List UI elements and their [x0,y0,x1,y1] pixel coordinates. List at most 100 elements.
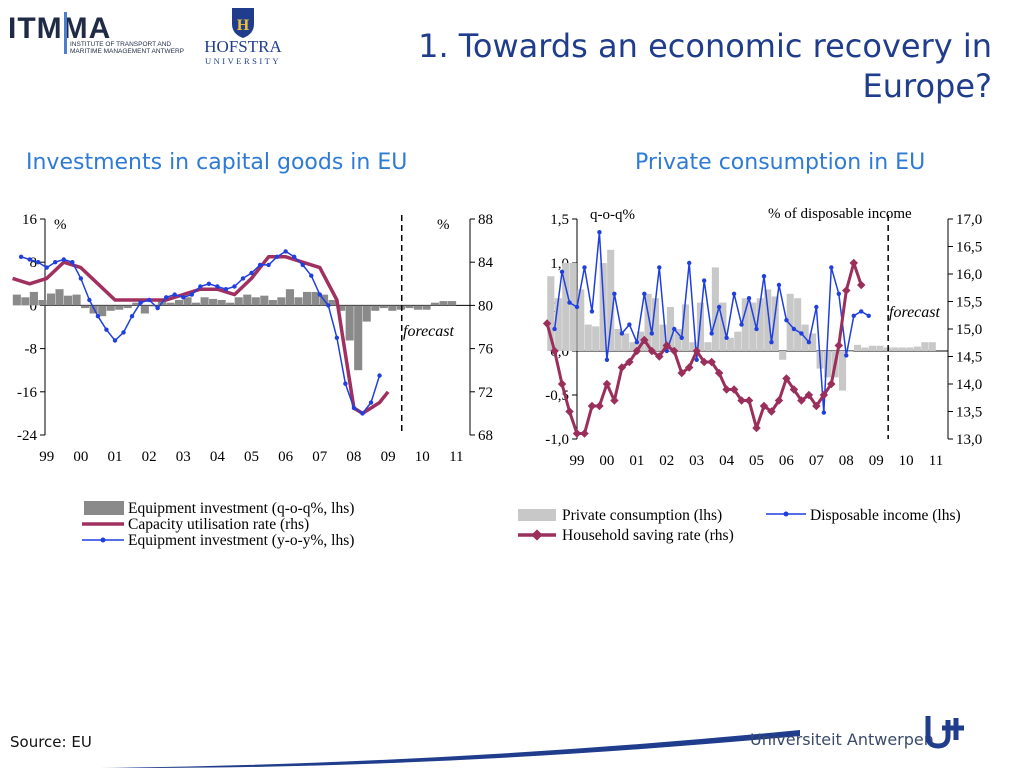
right-axis-tick-label: 76 [478,342,494,358]
x-axis-tick-label: 09 [381,449,396,465]
private-consumption-chart: 1,51,00,50,0-0,5-1,017,016,516,015,515,0… [518,206,982,544]
series-point [326,303,331,308]
x-axis-tick-label: 03 [689,453,704,469]
legend-marker-equipment-yoy [100,537,106,543]
bar [328,300,337,306]
right-axis-tick-label: 68 [478,428,493,444]
bar [226,302,235,306]
series-point [724,335,729,340]
legend-marker-saving-rate [531,529,543,541]
right-axis-tick-label: 17,0 [956,212,982,228]
right-axis-tick-label: 16,5 [956,240,982,256]
series-point [53,260,58,265]
bar [554,298,562,351]
bar [354,305,363,371]
series-point [836,291,841,296]
series-point [572,429,582,438]
series-point [655,352,664,361]
forecast-annotation: forecast [403,323,455,340]
series-point [834,341,844,350]
hofstra-name: HOFSTRA [204,37,282,56]
x-axis-tick-label: 05 [749,453,764,469]
series-point [647,346,657,356]
series-point [61,257,66,262]
series-point [232,284,237,289]
bar [268,300,277,306]
series-point [552,326,557,332]
bar [629,342,637,351]
bar [651,298,660,351]
hofstra-shield-icon [232,8,254,38]
itmma-accent-bar [64,12,67,54]
series-point [797,396,806,405]
bar [726,337,734,351]
series-point [759,401,769,411]
series-line [12,255,390,416]
series-point [642,291,647,296]
bar [422,305,431,310]
left-axis-tick-label: 8 [30,255,38,271]
left-axis-unit-label: % [54,217,67,233]
x-axis-tick-label: 08 [839,453,854,469]
right-axis-tick-label: 16,0 [956,267,982,283]
bar [396,305,405,310]
series-point [18,254,24,259]
series-point [729,385,739,394]
bar [260,295,269,306]
bar [448,301,457,306]
series-point [595,401,604,411]
bar [285,289,294,306]
bar [149,305,158,307]
x-axis-tick-label: 08 [346,449,361,465]
x-axis-tick-label: 06 [278,449,294,465]
series-point [215,284,220,289]
series-point [662,341,672,350]
bar [846,351,854,352]
series-point [851,313,856,318]
series-point [95,314,101,319]
source-note: Source: EU [10,733,92,751]
series-point [334,335,340,340]
x-axis-tick-label: 10 [899,453,914,469]
bar [771,296,779,351]
series-point [612,291,617,296]
left-axis-unit-label: q-o-q% [590,207,635,223]
series-point [752,423,761,433]
x-axis-tick-label: 11 [929,453,943,469]
bar [584,324,592,351]
series-point [769,340,774,345]
series-point [789,385,799,394]
left-axis-tick-label: -8 [25,342,38,358]
itmma-logo-subtitle-2: MARITIME MANAGEMENT ANTWERP [70,48,184,55]
series-point [604,357,610,362]
bar [98,305,107,317]
left-axis-tick-label: -16 [17,385,37,401]
series-point [767,407,776,416]
bar [209,298,218,306]
bar [12,294,21,306]
series-point [684,363,694,372]
bar [200,297,209,306]
series-point [819,390,829,400]
right-axis-tick-label: 13,5 [956,405,982,421]
series-point [859,309,864,314]
series-point [35,260,41,265]
bar [741,298,749,351]
bar [379,305,388,309]
series-point [672,326,677,332]
series-point [249,270,254,276]
bar [876,345,884,351]
series-point [686,260,692,266]
x-axis-tick-label: 02 [142,449,157,465]
bar [294,297,303,306]
x-axis-tick-label: 07 [809,453,825,469]
right-axis-unit-label: % of disposable income [768,206,912,222]
bar [891,347,899,351]
series-point [814,304,819,310]
x-axis-tick-label: 11 [449,449,463,465]
series-point [351,405,357,411]
series-point [104,327,109,332]
x-axis-tick-label: 02 [659,453,674,469]
bar [607,249,615,351]
series-point [567,300,572,305]
